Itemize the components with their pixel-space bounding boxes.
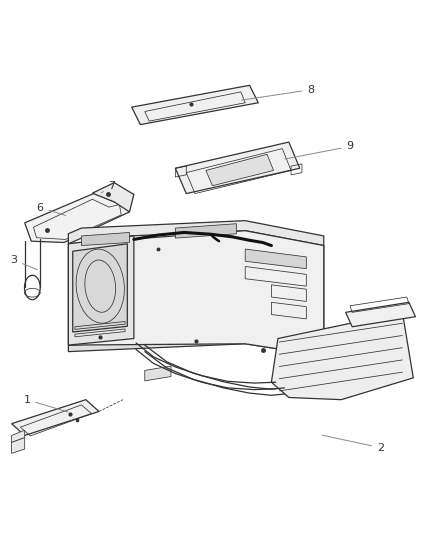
Text: 9: 9 [285, 141, 353, 159]
Polygon shape [68, 337, 324, 356]
Polygon shape [92, 183, 134, 212]
Polygon shape [12, 438, 25, 454]
Polygon shape [315, 246, 324, 354]
Polygon shape [272, 312, 413, 400]
Polygon shape [25, 193, 130, 243]
Text: 1: 1 [23, 394, 68, 412]
Polygon shape [346, 302, 416, 327]
Polygon shape [81, 232, 130, 246]
Text: 3: 3 [10, 255, 37, 270]
Polygon shape [245, 249, 306, 269]
Polygon shape [12, 400, 99, 435]
Polygon shape [132, 85, 258, 125]
Text: 8: 8 [241, 85, 314, 100]
Polygon shape [68, 236, 134, 345]
Polygon shape [73, 244, 127, 332]
Text: 7: 7 [101, 181, 116, 193]
Polygon shape [175, 224, 237, 238]
Polygon shape [68, 231, 324, 356]
Polygon shape [145, 366, 171, 381]
Polygon shape [68, 221, 324, 246]
Text: 6: 6 [36, 203, 66, 215]
Polygon shape [206, 154, 274, 185]
Text: 2: 2 [322, 435, 384, 453]
Polygon shape [175, 142, 300, 193]
Polygon shape [12, 430, 25, 442]
